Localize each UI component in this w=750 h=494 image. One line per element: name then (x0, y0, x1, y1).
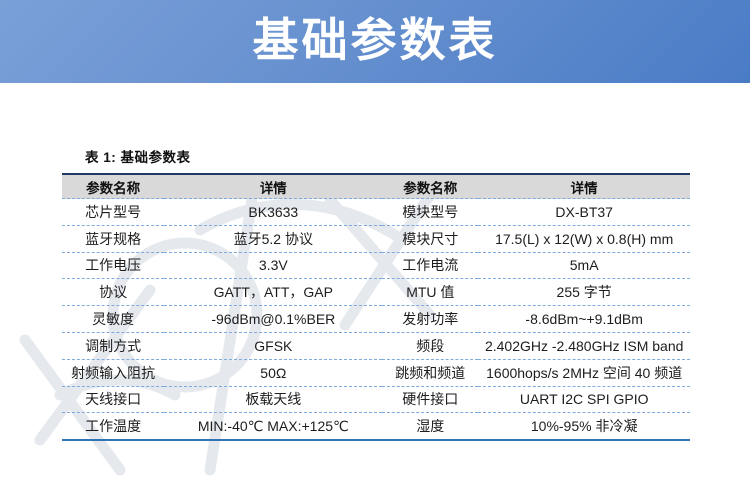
param-name-cell: 频段 (382, 332, 479, 360)
param-name-cell: 发射功率 (382, 305, 479, 333)
column-header-param-2: 参数名称 (382, 174, 479, 199)
param-value-cell: BK3633 (164, 198, 383, 226)
page-title: 基础参数表 (252, 13, 498, 66)
param-value-cell: 3.3V (164, 252, 383, 280)
param-value-cell: MIN:-40℃ MAX:+125℃ (197, 417, 349, 434)
param-name-cell: 协议 (62, 278, 165, 307)
param-value-cell: 1600hops/s 2MHz 空间 40 频道 (478, 359, 690, 387)
column-header-detail-2: 详情 (478, 174, 690, 199)
param-value-cell: GFSK (164, 332, 383, 360)
param-value-cell: 2.402GHz -2.480GHz ISM band (478, 332, 690, 360)
page-banner: 基础参数表 (0, 0, 750, 83)
table-row: 蓝牙规格 蓝牙5.2 协议 模块尺寸 17.5(L) x 12(W) x 0.8(H)… (62, 225, 690, 253)
param-value-cell: 255 字节 (478, 278, 690, 307)
param-name-cell: 跳频和频道 (382, 359, 479, 387)
param-name-cell: 工作电压 (62, 252, 165, 280)
spec-table-section: 表 1: 基础参数表 参数名称 详情 参数名称 详情 芯片型号 BK3633 模块型… (62, 148, 690, 442)
param-name-cell: 模块型号 (382, 198, 479, 226)
param-value-cell: -96dBm@0.1%BER (164, 305, 383, 333)
param-value-cell: 10%-95% 非冷凝 (530, 418, 638, 435)
param-name-cell: 模块尺寸 (382, 225, 479, 253)
param-name-cell: 天线接口 (62, 386, 165, 414)
param-value-cell: 5mA (478, 252, 690, 280)
table-header: 参数名称 详情 参数名称 详情 (62, 174, 690, 199)
param-value-cell: 蓝牙5.2 协议 (164, 225, 383, 253)
spec-table: 参数名称 详情 参数名称 详情 芯片型号 BK3633 模块型号 DX-BT37 蓝牙规… (62, 173, 690, 442)
table-row: 芯片型号 BK3633 模块型号 DX-BT37 (62, 198, 690, 226)
param-name-cell: 芯片型号 (62, 198, 165, 226)
param-name-cell: 调制方式 (62, 332, 165, 360)
param-name-cell: MTU 值 (382, 278, 479, 307)
param-name-cell: 蓝牙规格 (62, 225, 165, 253)
param-value-cell: GATT，ATT，GAP (164, 278, 383, 307)
table-row: 工作电压 3.3V 工作电流 5mA (62, 252, 690, 280)
param-name-cell: 工作电流 (382, 252, 479, 280)
table-row: 工作温度 MIN:-40℃ MAX:+125℃ 湿度 10%-95% 非冷凝 (62, 413, 690, 440)
table-caption: 表 1: 基础参数表 (85, 150, 191, 165)
param-value-cell: 17.5(L) x 12(W) x 0.8(H) mm (478, 225, 690, 253)
param-name-cell: 射频输入阻抗 (62, 359, 165, 387)
table-row: 调制方式 GFSK 频段 2.402GHz -2.480GHz ISM band (62, 332, 690, 360)
table-row: 灵敏度 -96dBm@0.1%BER 发射功率 -8.6dBm~+9.1dBm (62, 305, 690, 333)
param-value-cell: DX-BT37 (478, 198, 690, 226)
table-row: 射频输入阻抗 50Ω 跳频和频道 1600hops/s 2MHz 空间 40 频道 (62, 359, 690, 387)
table-row: 天线接口 板载天线 硬件接口 UART I2C SPI GPIO (62, 386, 690, 414)
param-value-cell: UART I2C SPI GPIO (478, 386, 690, 414)
param-name-cell: 硬件接口 (382, 386, 479, 414)
table-row: 协议 GATT，ATT，GAP MTU 值 255 字节 (62, 278, 690, 307)
table-body: 芯片型号 BK3633 模块型号 DX-BT37 蓝牙规格 蓝牙5.2 协议 模块尺寸 17.… (62, 198, 690, 441)
param-value-cell: 板载天线 (164, 386, 383, 414)
column-header-detail-1: 详情 (164, 174, 383, 199)
param-name-cell: 灵敏度 (62, 305, 165, 333)
table-header-row: 参数名称 详情 参数名称 详情 (62, 174, 690, 199)
param-name-cell: 湿度 (416, 418, 445, 435)
column-header-param-1: 参数名称 (62, 174, 165, 199)
param-name-cell: 工作温度 (85, 418, 142, 435)
param-value-cell: -8.6dBm~+9.1dBm (478, 305, 690, 333)
param-value-cell: 50Ω (164, 359, 383, 387)
